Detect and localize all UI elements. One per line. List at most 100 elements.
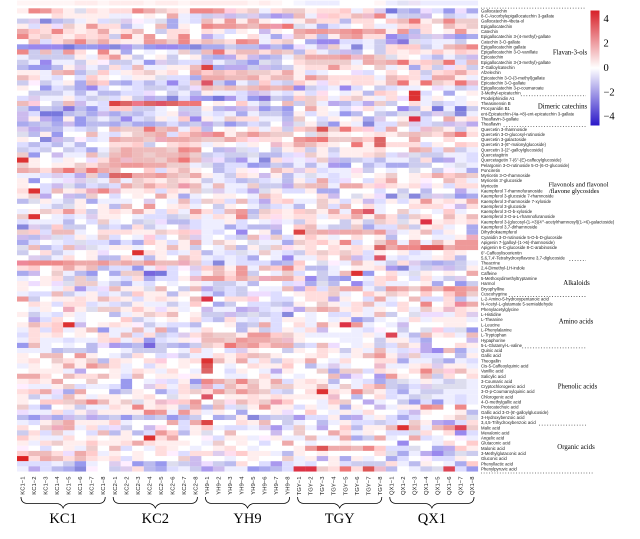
svg-text:KC2−1: KC2−1 [113,477,119,495]
svg-text:Angelic acid: Angelic acid [481,436,505,441]
svg-text:2,4-Dimethyl-1H-indole: 2,4-Dimethyl-1H-indole [481,266,526,271]
svg-text:L-2-Amino-5-hydroxypentanoic a: L-2-Amino-5-hydroxypentanoic acid [481,297,549,302]
svg-text:Quercetin 3-(2''-galloylglucos: Quercetin 3-(2''-galloylglucoside) [481,147,544,152]
svg-text:QX1−2: QX1−2 [401,477,407,496]
svg-text:ent-Epicatechin-(4a->8)-ent-ep: ent-Epicatechin-(4a->8)-ent-epicatechin … [481,111,575,116]
svg-text:4: 4 [604,14,610,25]
svg-text:N-Acetyl-L-glutamate 5-semiald: N-Acetyl-L-glutamate 5-semialdehyde [481,302,553,307]
svg-text:YH9−2: YH9−2 [216,477,222,495]
svg-text:Theaflavin-3-gallate: Theaflavin-3-gallate [481,116,519,121]
svg-text:−4: −4 [604,112,616,123]
svg-text:Gallic acid: Gallic acid [481,353,501,358]
svg-text:Organic acids: Organic acids [557,444,595,451]
svg-text:Pelargonin 3-O-rutinoside 5-O-: Pelargonin 3-O-rutinoside 5-O-(6-O-gluco… [481,163,570,168]
svg-text:Catechin 3-O-gallate: Catechin 3-O-gallate [481,39,521,44]
svg-text:Vanillic acid: Vanillic acid [481,369,504,374]
svg-text:Catechin: Catechin [481,29,499,34]
svg-text:Cuscohygrine: Cuscohygrine [481,291,508,296]
svg-text:Hypaphorine: Hypaphorine [481,338,506,343]
svg-text:TGY−3: TGY−3 [320,476,326,496]
svg-text:Quinic acid: Quinic acid [481,348,503,353]
svg-text:TGY−2: TGY−2 [309,477,315,496]
svg-text:Quercetagetin 7-(6''-(E)-caffe: Quercetagetin 7-(6''-(E)-caffeoylglucosi… [481,158,562,163]
svg-text:Quercetin 3-(6''-malonylglucos: Quercetin 3-(6''-malonylglucoside) [481,142,546,147]
svg-text:Glutaconic acid: Glutaconic acid [481,441,511,446]
svg-text:QX1−4: QX1−4 [424,476,430,495]
svg-text:Amino acids: Amino acids [559,318,594,325]
svg-text:8-C-Ascorbylepigallocatechin 3: 8-C-Ascorbylepigallocatechin 3-gallate [481,14,555,19]
svg-text:QX1−6: QX1−6 [447,476,453,495]
svg-text:Kaempferol 3-glucoside: Kaempferol 3-glucoside [481,204,527,209]
svg-text:Apigenin 7-(galloyl-(1->6)-rha: Apigenin 7-(galloyl-(1->6)-rhamnoside) [481,240,555,245]
svg-text:QX1−3: QX1−3 [412,476,418,495]
svg-text:Epigallocatechin: Epigallocatechin [481,24,513,29]
svg-text:3-Methyl-epicatechin: 3-Methyl-epicatechin [481,91,521,96]
svg-text:Kaempferol 3-rhamnoside 7-xylo: Kaempferol 3-rhamnoside 7-xyloside [481,199,552,204]
svg-text:6''-Caffeoylisoorientin: 6''-Caffeoylisoorientin [481,250,522,255]
svg-text:Epicatechin: Epicatechin [481,55,504,60]
svg-text:Myricetin: Myricetin [481,183,499,188]
svg-text:Protocatechuic acid: Protocatechuic acid [481,405,519,410]
svg-text:KC1−5: KC1−5 [67,476,73,495]
svg-text:5,6,7,4'-Tetrahydroxyflavone 3: 5,6,7,4'-Tetrahydroxyflavone 3,7-digluco… [481,255,566,260]
svg-text:Procyanidin B1: Procyanidin B1 [481,106,511,111]
svg-text:KC1−7: KC1−7 [90,477,96,495]
svg-text:Bryophylline: Bryophylline [481,286,505,291]
svg-text:Kaempferol 3,7-dirhamnoside: Kaempferol 3,7-dirhamnoside [481,225,538,230]
svg-text:KC1: KC1 [49,511,76,527]
svg-text:Theacrine: Theacrine [481,261,501,266]
svg-text:KC1−4: KC1−4 [55,476,61,495]
svg-text:Epigallocatechin gallate: Epigallocatechin gallate [481,44,527,49]
svg-text:Gluconic acid: Gluconic acid [481,456,507,461]
svg-text:KC1−8: KC1−8 [101,476,107,495]
svg-text:KC2: KC2 [142,511,169,527]
svg-text:L-Leucine: L-Leucine [481,322,500,327]
svg-text:KC2−2: KC2−2 [124,477,130,495]
svg-text:Phenyllactic acid: Phenyllactic acid [481,461,514,466]
svg-text:TGY: TGY [325,511,355,527]
svg-text:Kaempferol 3-glucoside 7-rhamn: Kaempferol 3-glucoside 7-rhamnoside [481,194,554,199]
svg-text:Myricetin 3-O-rhamnoside: Myricetin 3-O-rhamnoside [481,173,531,178]
svg-text:Quercetagitrin: Quercetagitrin [481,152,509,157]
svg-text:L-Tryptophan: L-Tryptophan [481,333,507,338]
svg-text:5-L-Glutamyl-L-valine: 5-L-Glutamyl-L-valine [481,343,523,348]
svg-text:QX1: QX1 [418,511,446,527]
svg-text:3'-Galloylcatechin: 3'-Galloylcatechin [481,65,515,70]
svg-text:Phenolic acids: Phenolic acids [558,383,598,390]
svg-text:TGY−6: TGY−6 [355,476,361,496]
svg-text:KC2−8: KC2−8 [193,476,199,495]
svg-text:Gallocatechin-4beta-ol: Gallocatechin-4beta-ol [481,19,524,24]
svg-text:Caffeine: Caffeine [481,271,498,276]
svg-text:0: 0 [604,63,609,74]
svg-text:4-O-methylgallic acid: 4-O-methylgallic acid [481,400,522,405]
svg-text:Ponciretin: Ponciretin [481,168,501,173]
svg-text:L-Histidine: L-Histidine [481,312,502,317]
svg-text:3-O-p-Coumaroylquinic acid: 3-O-p-Coumaroylquinic acid [481,389,535,394]
svg-text:YH9−6: YH9−6 [263,476,269,495]
svg-text:Epigallocatechin 3-(3-methyl)-: Epigallocatechin 3-(3-methyl)-gallate [481,60,551,65]
svg-text:Theogallin: Theogallin [481,358,501,363]
svg-text:QX1−8: QX1−8 [470,476,476,495]
svg-text:3-Coumaric acid: 3-Coumaric acid [481,379,513,384]
svg-text:L-Phenylalanine: L-Phenylalanine [481,327,512,332]
svg-text:QX1−5: QX1−5 [435,476,441,495]
svg-text:YH9−8: YH9−8 [286,476,292,495]
svg-text:Gallocatechin: Gallocatechin [481,8,508,13]
svg-text:TGY−5: TGY−5 [343,476,349,496]
svg-text:Phenylacetylglycine: Phenylacetylglycine [481,307,519,312]
svg-text:KC1−2: KC1−2 [32,477,38,495]
svg-text:Epigallocatechin 3-(4-methyl)-: Epigallocatechin 3-(4-methyl)-gallate [481,34,551,39]
svg-text:QX1−7: QX1−7 [459,477,465,496]
svg-text:Kaempferol 3-(glucosyl-(1->3)(: Kaempferol 3-(glucosyl-(1->3)(4'''-acety… [481,219,615,224]
svg-text:Theasinensin B: Theasinensin B [481,101,511,106]
svg-text:Epigallocatechin 3-p-coumaroat: Epigallocatechin 3-p-coumaroate [481,86,544,91]
svg-text:KC1−6: KC1−6 [78,476,84,495]
svg-text:Kaempferol 7-rhamnofuranoside: Kaempferol 7-rhamnofuranoside [481,189,543,194]
svg-text:TGY−4: TGY−4 [332,476,338,496]
svg-text:Dimeric catechins: Dimeric catechins [538,103,588,110]
svg-text:TGY−1: TGY−1 [297,477,303,496]
svg-text:Salicylic acid: Salicylic acid [481,374,506,379]
svg-text:Quercetin 3-galactoside: Quercetin 3-galactoside [481,137,527,142]
svg-text:Prodelphinidin A1: Prodelphinidin A1 [481,96,515,101]
svg-text:Apigenin 6-C-glucoside 8-C-ara: Apigenin 6-C-glucoside 8-C-arabinoside [481,245,558,250]
